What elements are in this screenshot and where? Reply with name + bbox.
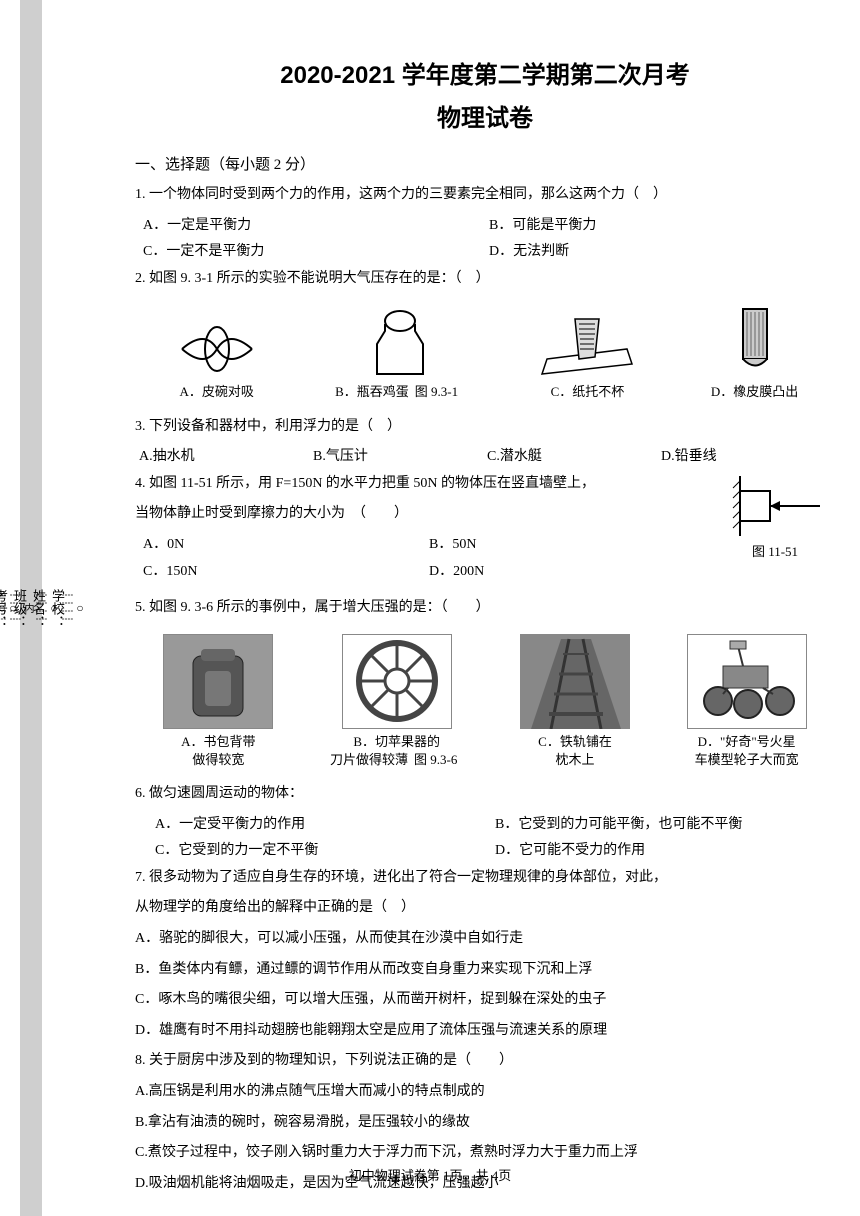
q7-text2: 从物理学的角度给出的解释中正确的是（ ） <box>135 895 835 922</box>
backpack-icon <box>163 634 273 729</box>
q6-text: 6. 做匀速圆周运动的物体： <box>135 781 835 808</box>
section1-header: 一、选择题（每小题 2 分） <box>135 153 835 174</box>
q1-options: A．一定是平衡力 B．可能是平衡力 C．一定不是平衡力 D．无法判断 <box>135 213 835 266</box>
q4-b: B．50N <box>429 532 715 559</box>
q5-c2: 枕木上 <box>555 752 594 767</box>
q7-text1: 7. 很多动物为了适应自身生存的环境，进化出了符合一定物理规律的身体部位，对此， <box>135 865 835 892</box>
q4-wrap: 4. 如图 11-51 所示，用 F=150N 的水平力把重 50N 的物体压在… <box>135 471 835 585</box>
q5-figlabel: 图 9.3-6 <box>408 752 463 767</box>
q2-fig-a: A．皮碗对吸 <box>172 319 262 401</box>
q8-c: C.煮饺子过程中，饺子刚入锅时重力大于浮力而下沉，煮熟时浮力大于重力而上浮 <box>135 1140 835 1167</box>
q7-a: A．骆驼的脚很大，可以减小压强，从而使其在沙漠中自如行走 <box>135 926 835 953</box>
q7-c: C．啄木鸟的嘴很尖细，可以增大压强，从而凿开树杆，捉到躲在深处的虫子 <box>135 987 835 1014</box>
q7-b: B．鱼类体内有鳔，通过鳔的调节作用从而改变自身重力来实现下沉和上浮 <box>135 957 835 984</box>
q1-d: D．无法判断 <box>489 239 835 266</box>
q1-text: 1. 一个物体同时受到两个力的作用，这两个力的三要素完全相同，那么这两个力（ ） <box>135 182 835 209</box>
q5-fig-b: B．切苹果器的刀片做得较薄图 9.3-6 <box>330 634 463 769</box>
binding-margin: ○┊┊┊┊ ○┊┊┊┊ 外 ┊┊┊┊○ ┊┊┊┊ 装 ┊┊┊┊○ ┊┊┊┊ 订 … <box>0 0 120 1216</box>
apple-cutter-icon <box>342 634 452 729</box>
q2-text: 2. 如图 9. 3-1 所示的实验不能说明大气压存在的是：（ ） <box>135 266 835 293</box>
rubber-membrane-icon <box>725 304 785 379</box>
suction-cup-icon <box>172 319 262 379</box>
q4-figlabel: 图 11-51 <box>752 541 798 560</box>
q3-options: A.抽水机 B.气压计 C.潜水艇 D.铅垂线 <box>135 444 835 471</box>
q2-figlabel: 图 9.3-1 <box>409 383 464 401</box>
q5-b2: 刀片做得较薄 <box>330 752 408 767</box>
q8-a: A.高压锅是利用水的沸点随气压增大而减小的特点制成的 <box>135 1079 835 1106</box>
page-title-line2: 物理试卷 <box>135 98 835 133</box>
q3-d: D.铅垂线 <box>661 444 835 471</box>
q5-d2: 车模型轮子大而宽 <box>695 752 799 767</box>
bottle-egg-icon <box>365 309 435 379</box>
q3-c: C.潜水艇 <box>487 444 661 471</box>
q5-a1: A．书包背带 <box>181 734 255 749</box>
q5-a2: 做得较宽 <box>192 752 244 767</box>
q3-a: A.抽水机 <box>139 444 313 471</box>
q3-text: 3. 下列设备和器材中，利用浮力的是（ ） <box>135 414 835 441</box>
q5-fig-d: D．"好奇"号火星车模型轮子大而宽 <box>687 634 807 769</box>
q2-fig-c: C．纸托不杯 <box>537 309 637 401</box>
q5-text: 5. 如图 9. 3-6 所示的事例中，属于增大压强的是：（ ） <box>135 595 835 622</box>
wall-block-icon <box>725 471 825 541</box>
q3-b: B.气压计 <box>313 444 487 471</box>
q1-a: A．一定是平衡力 <box>143 213 489 240</box>
q8-text: 8. 关于厨房中涉及到的物理知识，下列说法正确的是（ ） <box>135 1048 835 1075</box>
q5-d1: D．"好奇"号火星 <box>698 734 796 749</box>
q2-c-caption: C．纸托不杯 <box>551 383 625 401</box>
q6-options: A．一定受平衡力的作用 B．它受到的力可能平衡，也可能不平衡 C．它受到的力一定… <box>135 812 835 865</box>
q2-fig-d: D．橡皮膜凸出 <box>711 304 798 401</box>
q5-figures: A．书包背带做得较宽 B．切苹果器的刀片做得较薄图 9.3-6 C．铁轨铺在枕木… <box>135 634 835 769</box>
q1-b: B．可能是平衡力 <box>489 213 835 240</box>
page-footer: 初中物理试卷第 1页，共 4页 <box>0 1165 860 1184</box>
q8-b: B.拿沾有油渍的碗时，碗容易滑脱，是压强较小的缘故 <box>135 1110 835 1137</box>
q4-options: A．0N B．50N C．150N D．200N <box>135 532 715 585</box>
q4-text2: 当物体静止时受到摩擦力的大小为 （ ） <box>135 501 715 528</box>
q2-d-caption: D．橡皮膜凸出 <box>711 383 798 401</box>
q4-d: D．200N <box>429 559 715 586</box>
q2-figures: A．皮碗对吸 B．瓶吞鸡蛋 图 9.3-1 C．纸托不杯 <box>135 304 835 401</box>
q4-c: C．150N <box>143 559 429 586</box>
q4-text1: 4. 如图 11-51 所示，用 F=150N 的水平力把重 50N 的物体压在… <box>135 471 715 498</box>
q5-c1: C．铁轨铺在 <box>538 734 612 749</box>
q5-fig-a: A．书包背带做得较宽 <box>163 634 273 769</box>
railway-icon <box>520 634 630 729</box>
mars-rover-icon <box>687 634 807 729</box>
inner-label: 内 <box>20 603 35 613</box>
q1-c: C．一定不是平衡力 <box>143 239 489 266</box>
q6-c: C．它受到的力一定不平衡 <box>155 838 495 865</box>
q6-d: D．它可能不受力的作用 <box>495 838 835 865</box>
page-title-line1: 2020-2021 学年度第二学期第二次月考 <box>135 55 835 90</box>
q2-a-caption: A．皮碗对吸 <box>179 383 253 401</box>
inner-dot-column: ○┊┊┊┊ ○┊┊┊┊ 内 ┊┊┊┊○ ┊┊┊┊ 装 ┊┊┊┊○ ┊┊┊┊ 订 … <box>67 0 87 1216</box>
q2-b-caption: B．瓶吞鸡蛋 <box>335 383 409 401</box>
q2-fig-b: B．瓶吞鸡蛋 图 9.3-1 <box>335 309 464 401</box>
paper-cup-icon <box>537 309 637 379</box>
q7-d: D．雄鹰有时不用抖动翅膀也能翱翔太空是应用了流体压强与流速关系的原理 <box>135 1018 835 1045</box>
q4-figure: 图 11-51 <box>715 471 835 585</box>
content-area: 2020-2021 学年度第二学期第二次月考 物理试卷 一、选择题（每小题 2 … <box>135 55 835 1201</box>
q6-b: B．它受到的力可能平衡，也可能不平衡 <box>495 812 835 839</box>
q6-a: A．一定受平衡力的作用 <box>155 812 495 839</box>
q5-b1: B．切苹果器的 <box>353 734 440 749</box>
q4-a: A．0N <box>143 532 429 559</box>
q5-fig-c: C．铁轨铺在枕木上 <box>520 634 630 769</box>
